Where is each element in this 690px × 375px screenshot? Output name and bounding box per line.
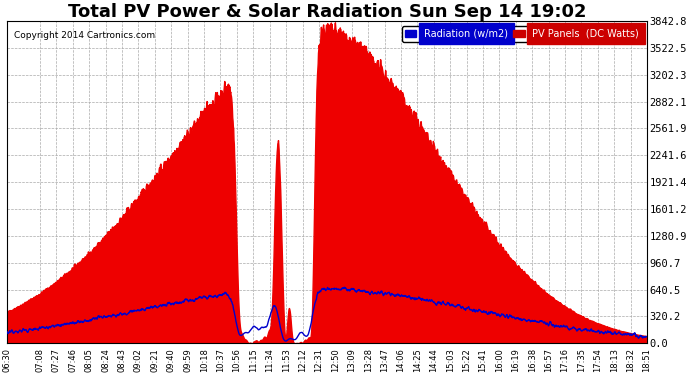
Legend: Radiation (w/m2), PV Panels  (DC Watts): Radiation (w/m2), PV Panels (DC Watts) — [402, 26, 642, 42]
Text: Copyright 2014 Cartronics.com: Copyright 2014 Cartronics.com — [14, 31, 155, 40]
Title: Total PV Power & Solar Radiation Sun Sep 14 19:02: Total PV Power & Solar Radiation Sun Sep… — [68, 3, 586, 21]
